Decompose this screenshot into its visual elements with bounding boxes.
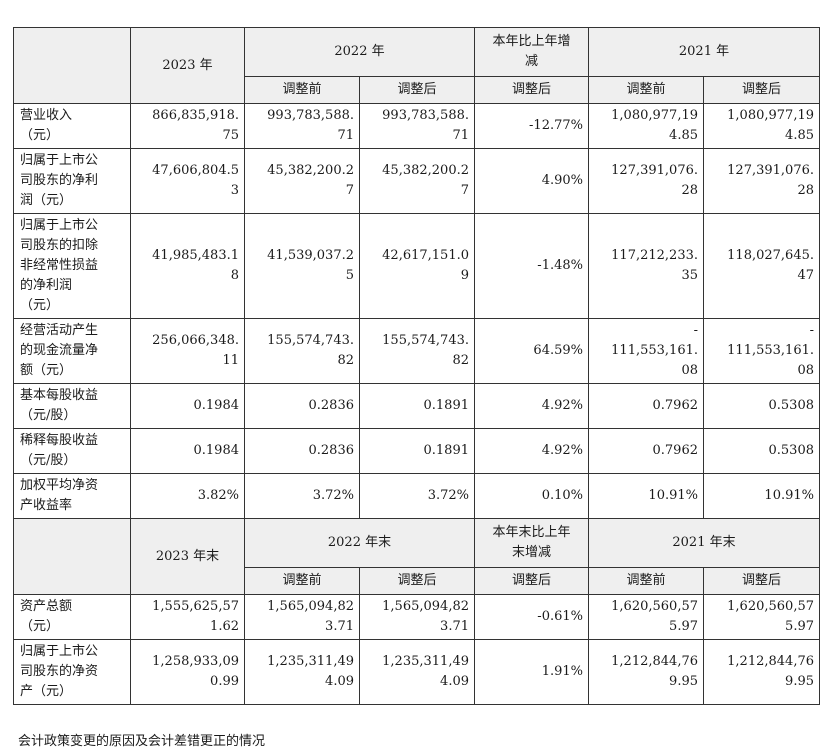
value-cell: 1,212,844,76 9.95 (588, 639, 704, 705)
header-year-end-change: 本年末比上年 末增减 (474, 518, 589, 568)
value-cell: 1,235,311,49 4.09 (244, 639, 360, 705)
row-label: 归属于上市公 司股东的净利 润（元） (13, 148, 131, 214)
table-row: 归属于上市公 司股东的扣除 非经常性损益 的净利润 （元） 41,985,483… (13, 213, 820, 319)
value-cell: 64.59% (474, 318, 589, 384)
value-cell: 3.82% (130, 473, 245, 519)
header-year-2022: 2022 年 (244, 27, 475, 77)
value-cell: -12.77% (474, 103, 589, 149)
header-sub-cell: 调整后 (359, 76, 475, 104)
value-cell: 41,985,483.1 8 (130, 213, 245, 319)
row-label: 归属于上市公 司股东的净资 产（元） (13, 639, 131, 705)
table-row: 营业收入 （元） 866,835,918. 75 993,783,588. 71… (13, 103, 820, 149)
value-cell: 47,606,804.5 3 (130, 148, 245, 214)
value-cell: 0.2836 (244, 383, 360, 429)
value-cell: 1,620,560,57 5.97 (588, 594, 704, 640)
value-cell: 3.72% (359, 473, 475, 519)
value-cell: -0.61% (474, 594, 589, 640)
row-label: 营业收入 （元） (13, 103, 131, 149)
header-change: 本年比上年增 减 (474, 27, 589, 77)
row-label: 经营活动产生 的现金流量净 额（元） (13, 318, 131, 384)
value-cell: 0.1984 (130, 428, 245, 474)
table-row: 资产总额 （元） 1,555,625,57 1.62 1,565,094,82 … (13, 594, 820, 640)
value-cell: 0.1891 (359, 428, 475, 474)
value-cell: 45,382,200.2 7 (244, 148, 360, 214)
value-cell: 41,539,037.2 5 (244, 213, 360, 319)
header-year-2023: 2023 年 (130, 27, 245, 104)
header-year-end-2021: 2021 年末 (588, 518, 820, 568)
value-cell: - 111,553,161. 08 (703, 318, 820, 384)
value-cell: 1,565,094,82 3.71 (244, 594, 360, 640)
value-cell: -1.48% (474, 213, 589, 319)
value-cell: 0.10% (474, 473, 589, 519)
value-cell: 1,212,844,76 9.95 (703, 639, 820, 705)
value-cell: 3.72% (244, 473, 360, 519)
row-label: 加权平均净资 产收益率 (13, 473, 131, 519)
header-sub-cell: 调整后 (703, 567, 820, 595)
value-cell: 155,574,743. 82 (244, 318, 360, 384)
header-row-adjust: 调整前 调整后 调整后 调整前 调整后 (14, 76, 820, 104)
value-cell: 1,565,094,82 3.71 (359, 594, 475, 640)
header-sub-cell: 调整后 (474, 567, 589, 595)
header-year-2021: 2021 年 (588, 27, 820, 77)
value-cell: - 111,553,161. 08 (588, 318, 704, 384)
header-sub-cell: 调整前 (588, 567, 704, 595)
value-cell: 4.92% (474, 428, 589, 474)
value-cell: 0.7962 (588, 428, 704, 474)
table-row: 基本每股收益 （元/股） 0.1984 0.2836 0.1891 4.92% … (13, 383, 820, 429)
value-cell: 4.90% (474, 148, 589, 214)
value-cell: 118,027,645. 47 (703, 213, 820, 319)
row-label: 稀释每股收益 （元/股） (13, 428, 131, 474)
value-cell: 1,235,311,49 4.09 (359, 639, 475, 705)
table-row: 稀释每股收益 （元/股） 0.1984 0.2836 0.1891 4.92% … (13, 428, 820, 474)
value-cell: 10.91% (703, 473, 820, 519)
header-sub-cell: 调整后 (474, 76, 589, 104)
table-row: 归属于上市公 司股东的净利 润（元） 47,606,804.5 3 45,382… (13, 148, 820, 214)
header-row-adjust-2: 调整前 调整后 调整后 调整前 调整后 (14, 567, 820, 595)
value-cell: 155,574,743. 82 (359, 318, 475, 384)
financial-data-table: 2023 年 2022 年 本年比上年增 减 2021 年 调整前 调整后 调整… (13, 27, 820, 705)
value-cell: 256,066,348. 11 (130, 318, 245, 384)
header-year-end-2023: 2023 年末 (130, 518, 245, 595)
value-cell: 0.1891 (359, 383, 475, 429)
value-cell: 42,617,151.0 9 (359, 213, 475, 319)
value-cell: 0.5308 (703, 428, 820, 474)
value-cell: 10.91% (588, 473, 704, 519)
header-sub-cell: 调整前 (244, 567, 360, 595)
value-cell: 4.92% (474, 383, 589, 429)
value-cell: 993,783,588. 71 (244, 103, 360, 149)
value-cell: 1,080,977,19 4.85 (588, 103, 704, 149)
header-row-year-end: 2023 年末 2022 年末 本年末比上年 末增减 2021 年末 (13, 518, 820, 595)
value-cell: 993,783,588. 71 (359, 103, 475, 149)
value-cell: 127,391,076. 28 (588, 148, 704, 214)
value-cell: 0.7962 (588, 383, 704, 429)
header-sub-cell: 调整后 (359, 567, 475, 595)
value-cell: 117,212,233. 35 (588, 213, 704, 319)
value-cell: 0.2836 (244, 428, 360, 474)
header-row-years: 2023 年 2022 年 本年比上年增 减 2021 年 (13, 27, 820, 104)
value-cell: 1,258,933,09 0.99 (130, 639, 245, 705)
row-label: 归属于上市公 司股东的扣除 非经常性损益 的净利润 （元） (13, 213, 131, 319)
row-label: 基本每股收益 （元/股） (13, 383, 131, 429)
header-year-end-2022: 2022 年末 (244, 518, 475, 568)
header-sub-cell: 调整前 (244, 76, 360, 104)
value-cell: 1.91% (474, 639, 589, 705)
value-cell: 1,620,560,57 5.97 (703, 594, 820, 640)
header-sub-cell: 调整后 (703, 76, 820, 104)
value-cell: 45,382,200.2 7 (359, 148, 475, 214)
table-row: 加权平均净资 产收益率 3.82% 3.72% 3.72% 0.10% 10.9… (13, 473, 820, 519)
header-empty-cell (13, 518, 131, 595)
table-row: 归属于上市公 司股东的净资 产（元） 1,258,933,09 0.99 1,2… (13, 639, 820, 705)
header-sub-cell: 调整前 (588, 76, 704, 104)
table-row: 经营活动产生 的现金流量净 额（元） 256,066,348. 11 155,5… (13, 318, 820, 384)
value-cell: 1,555,625,57 1.62 (130, 594, 245, 640)
section-heading: 会计政策变更的原因及会计差错更正的情况 (18, 734, 266, 749)
value-cell: 0.1984 (130, 383, 245, 429)
value-cell: 0.5308 (703, 383, 820, 429)
value-cell: 866,835,918. 75 (130, 103, 245, 149)
value-cell: 127,391,076. 28 (703, 148, 820, 214)
value-cell: 1,080,977,19 4.85 (703, 103, 820, 149)
header-empty-cell (13, 27, 131, 104)
row-label: 资产总额 （元） (13, 594, 131, 640)
